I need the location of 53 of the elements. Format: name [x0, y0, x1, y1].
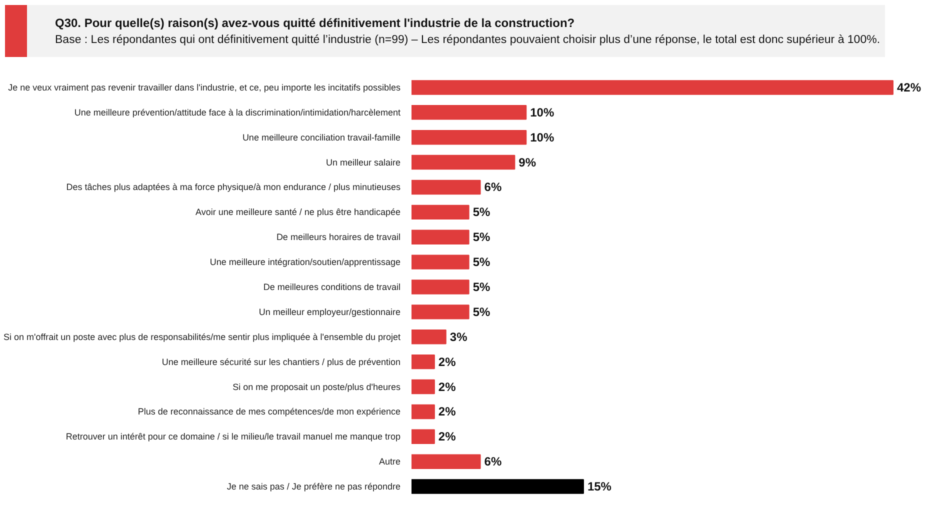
bar — [412, 354, 435, 370]
data-label: 5% — [472, 230, 490, 244]
data-label: 5% — [472, 255, 490, 270]
data-label: 9% — [518, 155, 536, 170]
bar — [412, 254, 470, 270]
data-label: 15% — [587, 480, 612, 494]
bar — [412, 280, 470, 294]
data-label: 6% — [484, 454, 502, 469]
bar — [412, 130, 527, 145]
chart-subtitle: Base : Les répondantes qui ont définitivement quitté l’industrie (n=99) – Les répondantes pouvaient choisir plus d’une réponse, le total est donc supérieur à 100%. — [55, 33, 880, 48]
bar — [412, 105, 527, 120]
bar — [412, 80, 894, 95]
text: Q30. Pour quelle(s) raison(s) avez-vous quitté définitivement l'industrie de la construction? — [55, 15, 576, 32]
data-label: 5% — [472, 304, 490, 319]
y-tick-label: Une meilleure prévention/attitude face à la discrimination/intimidation/harcèlement — [74, 107, 401, 118]
data-label: 2% — [438, 380, 456, 394]
data-label: 2% — [438, 404, 456, 419]
data-label: 5% — [472, 205, 490, 220]
bar — [412, 204, 470, 220]
y-tick-label: Une meilleure conciliation travail-famille — [242, 132, 400, 142]
y-tick-label: Une meilleure sécurité sur les chantiers / plus de prévention — [162, 356, 401, 367]
y-tick-label: Avoir une meilleure santé / ne plus être handicapée — [196, 207, 401, 218]
data-label: 5% — [472, 280, 490, 294]
data-label: 10% — [530, 105, 554, 120]
bar — [412, 379, 435, 394]
data-label: 2% — [438, 354, 456, 369]
bar — [412, 304, 470, 320]
data-label: 10% — [530, 130, 554, 144]
y-tick-label: Si on m'offrait un poste avec plus de responsabilités/me sentir plus impliquée à l'ensemble du projet — [4, 332, 401, 342]
y-tick-label: De meilleures conditions de travail — [263, 282, 401, 292]
y-tick-label: Un meilleur employeur/gestionnaire — [258, 306, 401, 317]
data-label: 6% — [484, 180, 502, 194]
data-label: 2% — [438, 430, 456, 444]
y-tick-label: Un meilleur salaire — [326, 157, 401, 168]
bar — [412, 154, 516, 170]
bar — [412, 230, 470, 244]
y-tick-label: Autre — [378, 456, 401, 467]
bar — [412, 429, 435, 444]
data-label: 3% — [450, 330, 468, 344]
y-tick-label: Je ne veux vraiment pas revenir travailler dans l'industrie, et ce, peu importe les incitatifs possibles — [8, 82, 401, 92]
y-tick-label: Plus de reconnaissance de mes compétences/de mon expérience — [138, 406, 401, 417]
y-tick-label: Des tâches plus adaptées à ma force physique/à mon endurance / plus minutieuses — [66, 182, 401, 192]
bar — [412, 180, 481, 195]
bar — [412, 330, 446, 344]
data-label: 42% — [896, 80, 922, 94]
y-tick-label: Une meilleure intégration/soutien/apprentissage — [210, 257, 401, 268]
y-tick-label: Je ne sais pas / Je préfère ne pas répondre — [226, 482, 401, 492]
y-tick-label: Si on me proposait un poste/plus d'heures — [232, 382, 401, 392]
bar — [412, 479, 584, 494]
y-tick-label: Retrouver un intérêt pour ce domaine / si le milieu/le travail manuel me manque trop — [66, 432, 401, 442]
bar — [412, 404, 435, 420]
y-tick-label: De meilleurs horaires de travail — [276, 232, 401, 242]
bar — [412, 454, 481, 469]
